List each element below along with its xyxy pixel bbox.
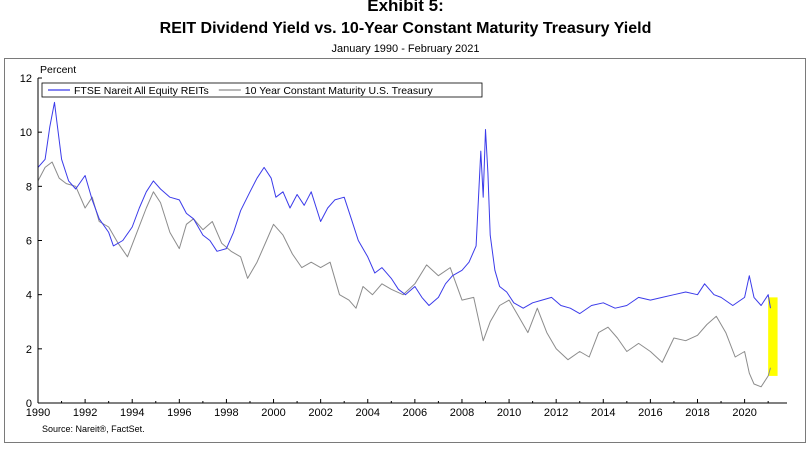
- chart-frame: [4, 58, 806, 443]
- exhibit-label: Exhibit 5:: [367, 0, 444, 15]
- legend-box: [41, 82, 483, 98]
- x-tick-label: 2014: [591, 407, 615, 419]
- x-tick-label: 1990: [26, 407, 50, 419]
- y-tick-label: 0: [26, 398, 32, 410]
- x-tick-label: 2006: [403, 407, 427, 419]
- x-tick-label: 2010: [497, 407, 521, 419]
- y-tick-label: 12: [20, 73, 32, 85]
- x-tick-label: 2002: [308, 407, 332, 419]
- chart-title: REIT Dividend Yield vs. 10-Year Constant…: [159, 20, 652, 37]
- legend-label: FTSE Nareit All Equity REITs: [74, 85, 209, 97]
- source-note: Source: Nareit®, FactSet.: [42, 424, 145, 434]
- x-tick-label: 1992: [73, 407, 97, 419]
- x-tick-label: 2000: [261, 407, 285, 419]
- x-tick-label: 1996: [167, 407, 191, 419]
- x-tick-label: 2004: [356, 407, 380, 419]
- series-line: [37, 101, 771, 315]
- x-tick-label: 2008: [450, 407, 474, 419]
- x-tick-label: 2020: [732, 407, 756, 419]
- x-tick-label: 1994: [120, 407, 144, 419]
- y-tick-label: 2: [26, 344, 32, 356]
- y-axis-label: Percent: [40, 64, 76, 76]
- chart-subtitle: January 1990 - February 2021: [331, 43, 480, 55]
- y-tick-label: 4: [26, 290, 32, 302]
- x-tick-label: 2018: [685, 407, 709, 419]
- highlight-marker: [768, 297, 778, 376]
- series-line: [37, 161, 771, 388]
- legend-label: 10 Year Constant Maturity U.S. Treasury: [245, 85, 434, 97]
- y-tick-label: 6: [26, 236, 32, 248]
- x-tick-label: 1998: [214, 407, 238, 419]
- y-tick-label: 10: [20, 127, 32, 139]
- x-tick-label: 2016: [638, 407, 662, 419]
- y-tick-label: 8: [26, 181, 32, 193]
- x-tick-label: 2012: [544, 407, 568, 419]
